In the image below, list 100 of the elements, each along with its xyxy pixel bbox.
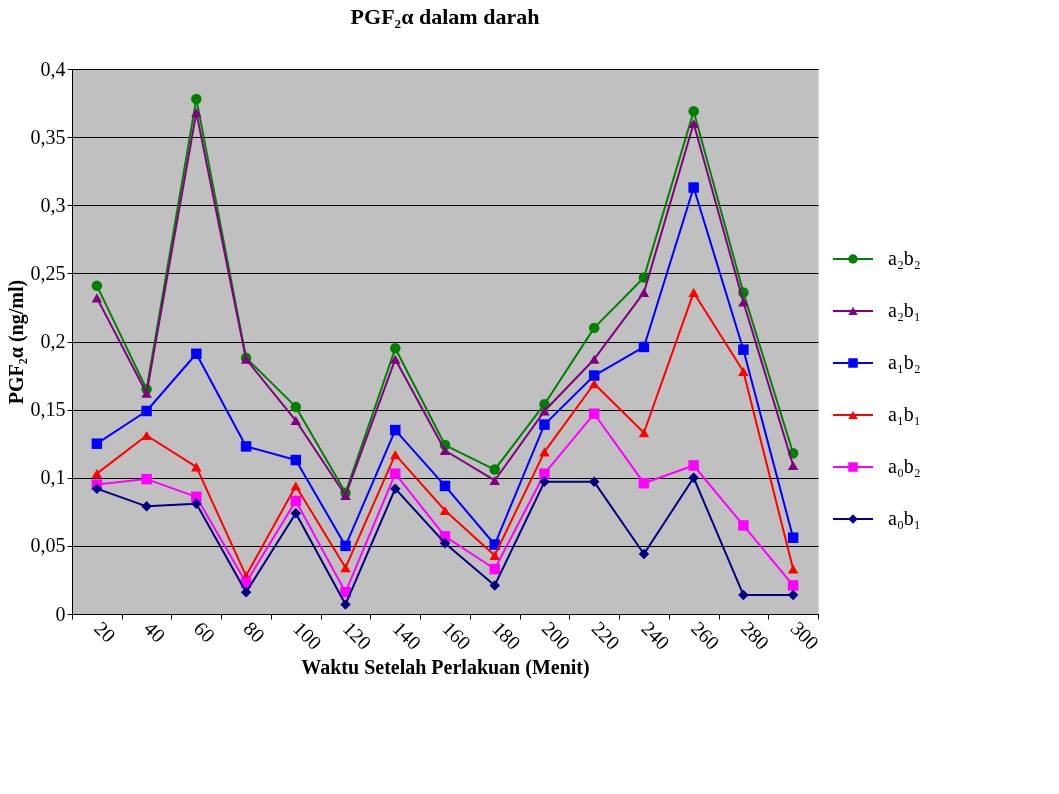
point — [638, 287, 650, 297]
point — [738, 366, 749, 377]
point — [141, 405, 152, 417]
point — [539, 419, 550, 430]
x-tick-label: 80 — [239, 617, 270, 647]
point — [340, 540, 351, 552]
y-tick-label: 0,25 — [30, 261, 66, 284]
point — [588, 322, 600, 334]
point — [141, 388, 152, 398]
point — [489, 464, 500, 475]
chart-title: PGF₂α dalam darah — [350, 4, 540, 29]
point — [191, 108, 202, 118]
point — [738, 520, 749, 531]
x-tick-label: 120 — [338, 617, 376, 654]
x-tick-label: 100 — [289, 617, 326, 654]
point — [688, 106, 699, 117]
point — [588, 370, 600, 381]
y-tick-label: 0,3 — [40, 193, 66, 216]
point — [539, 447, 550, 457]
point — [191, 348, 202, 360]
point — [390, 424, 401, 436]
legend-label: a₀b₁ — [888, 507, 921, 529]
point — [290, 507, 302, 519]
point — [489, 580, 500, 591]
point — [191, 93, 202, 105]
point — [390, 450, 401, 460]
point — [439, 480, 451, 492]
x-tick-label: 20 — [90, 617, 120, 647]
x-tick-label: 280 — [736, 617, 774, 654]
legend-label: a₁b₂ — [888, 351, 921, 373]
point — [638, 341, 650, 353]
point — [738, 297, 749, 307]
point — [290, 454, 302, 466]
point — [290, 401, 302, 413]
point — [390, 354, 401, 364]
point — [489, 563, 500, 575]
x-tick-label: 300 — [786, 617, 824, 654]
point — [340, 599, 351, 610]
point — [688, 182, 699, 193]
point — [439, 505, 451, 515]
point — [588, 354, 600, 364]
point — [539, 406, 550, 416]
point — [588, 476, 600, 488]
point — [787, 460, 799, 471]
point — [688, 472, 699, 483]
point — [439, 537, 451, 549]
point — [439, 445, 451, 456]
x-tick-label: 240 — [637, 617, 675, 654]
y-tick-label: 0,35 — [30, 125, 66, 148]
x-tick-label: 40 — [140, 617, 170, 647]
point — [588, 379, 600, 389]
point — [787, 564, 799, 574]
point — [390, 343, 401, 354]
y-tick-label: 0,2 — [40, 330, 66, 352]
point — [91, 280, 103, 291]
point — [91, 483, 103, 494]
y-tick-label: 0,1 — [40, 466, 66, 489]
legend-label: a₂b₂ — [888, 247, 921, 269]
point — [539, 468, 550, 479]
point — [390, 468, 401, 479]
x-tick-label: 200 — [537, 617, 575, 654]
point — [390, 483, 401, 494]
x-tick-label: 140 — [388, 617, 426, 654]
point — [539, 476, 550, 488]
point — [340, 563, 351, 573]
point — [290, 415, 302, 426]
x-tick-label: 60 — [189, 617, 220, 647]
y-axis-title: PGF₂α (ng/ml) — [4, 279, 28, 405]
point — [240, 586, 252, 598]
point — [688, 287, 699, 297]
y-tick-label: 0,4 — [40, 57, 66, 80]
point — [688, 460, 699, 471]
point — [638, 477, 650, 489]
point — [588, 408, 600, 419]
y-tick-label: 0 — [55, 602, 66, 625]
point — [738, 344, 749, 355]
x-axis-title: Waktu Setelah Perlakuan (Menit) — [301, 655, 590, 679]
point — [141, 501, 152, 512]
point — [638, 428, 650, 438]
point — [688, 118, 699, 129]
point — [91, 469, 103, 479]
point — [738, 589, 749, 601]
point — [141, 430, 152, 441]
legend-label: a₀b₂ — [888, 455, 921, 477]
point — [191, 462, 202, 472]
point — [787, 580, 799, 591]
x-tick-label: 160 — [438, 617, 476, 654]
y-tick-label: 0,05 — [30, 534, 66, 557]
point — [141, 473, 152, 485]
point — [91, 438, 103, 449]
point — [489, 550, 500, 560]
point — [489, 475, 500, 486]
point — [638, 548, 650, 560]
point — [191, 498, 202, 509]
point — [787, 532, 799, 543]
point — [290, 495, 302, 507]
x-tick-label: 260 — [687, 617, 724, 654]
point — [240, 441, 252, 452]
legend-label: a₁b₁ — [888, 403, 921, 425]
x-tick-label: 180 — [488, 617, 525, 654]
